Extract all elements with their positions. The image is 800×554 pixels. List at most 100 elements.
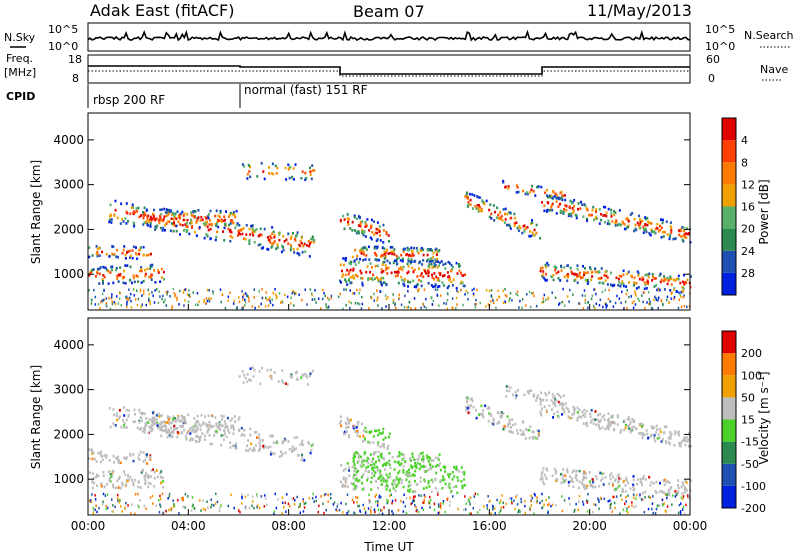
power-cell [227, 299, 229, 302]
power-cell [670, 231, 673, 234]
power-cell [614, 211, 617, 214]
velocity-cell [143, 475, 146, 478]
velocity-cell [380, 495, 382, 499]
velocity-cell [572, 469, 575, 472]
velocity-cell [437, 458, 440, 461]
power-cell [473, 287, 475, 291]
velocity-cell [589, 484, 592, 488]
velocity-cell [193, 417, 196, 420]
power-cell [385, 266, 388, 270]
power-cell [413, 246, 415, 250]
power-cell [272, 172, 275, 176]
velocity-cell [626, 417, 629, 421]
velocity-cell [560, 481, 563, 485]
velocity-cell [262, 446, 265, 450]
velocity-cell [437, 505, 440, 508]
velocity-cell [402, 469, 405, 472]
velocity-cell [570, 416, 573, 420]
velocity-cell [195, 429, 198, 433]
power-cell [278, 292, 281, 295]
velocity-cell [342, 477, 345, 481]
velocity-cell [156, 424, 159, 427]
velocity-cell [187, 413, 190, 417]
velocity-cell [119, 461, 122, 465]
power-cell [349, 227, 352, 230]
velocity-cell [342, 485, 345, 488]
power-cell [132, 245, 135, 249]
power-cell [99, 266, 102, 269]
velocity-cell [412, 495, 415, 499]
power-cell [248, 170, 251, 173]
power-cell [420, 284, 423, 288]
power-cell [532, 291, 534, 295]
velocity-cell [402, 510, 405, 513]
power-cell [507, 187, 510, 190]
velocity-cell [559, 396, 562, 399]
velocity-cell [422, 457, 425, 461]
velocity-cell [362, 463, 365, 467]
velocity-cell [418, 454, 421, 458]
velocity-cell [133, 512, 136, 516]
velocity-cell [123, 423, 126, 427]
power-cell [396, 257, 399, 261]
velocity-cell [372, 441, 375, 444]
power-cell [435, 247, 438, 251]
power-cell [615, 219, 618, 222]
velocity-cell [232, 425, 235, 429]
velocity-cell [128, 478, 130, 482]
power-cell [200, 215, 203, 219]
velocity-cell [298, 505, 300, 509]
velocity-cell [597, 497, 599, 500]
power-cell [595, 210, 597, 214]
power-cell [674, 279, 677, 282]
power-cell [170, 222, 173, 225]
velocity-cell [467, 411, 470, 415]
power-cell [149, 218, 152, 222]
power-cell [561, 194, 564, 198]
power-cell [209, 227, 212, 231]
power-cell [241, 232, 244, 236]
power-cell [427, 282, 430, 285]
power-colorbar-tick-3: 16 [741, 201, 755, 214]
power-cell [141, 294, 143, 297]
velocity-cell [250, 442, 253, 446]
velocity-cell [148, 481, 150, 485]
power-cell [330, 294, 333, 298]
velocity-cell [561, 402, 564, 405]
velocity-cell [651, 507, 653, 511]
power-cell [450, 264, 453, 267]
power-cell [650, 230, 653, 233]
velocity-cell [143, 431, 146, 434]
power-cell [165, 304, 167, 307]
velocity-cell [649, 484, 652, 487]
power-cell [446, 271, 449, 274]
velocity-cell [624, 426, 627, 430]
velocity-cell [498, 511, 501, 514]
velocity-cell [539, 403, 542, 406]
velocity-cell [191, 430, 194, 433]
power-cell [128, 297, 130, 300]
power-cell [406, 271, 409, 275]
power-cell [559, 191, 562, 195]
power-cell [350, 301, 352, 305]
velocity-cell [667, 437, 670, 440]
power-cell [146, 217, 149, 221]
power-cell [598, 222, 601, 225]
power-cell [501, 219, 504, 222]
power-cell [365, 254, 368, 257]
velocity-cell [575, 469, 578, 473]
velocity-cell [246, 380, 249, 384]
power-cell [639, 218, 641, 221]
velocity-cell [571, 480, 574, 484]
power-cell [258, 234, 260, 238]
velocity-cell [196, 434, 199, 438]
velocity-cell [241, 493, 243, 496]
power-cell [588, 213, 590, 217]
velocity-cell [427, 468, 430, 471]
power-cell [668, 276, 671, 279]
power-cell [619, 285, 622, 288]
power-cell [479, 301, 481, 305]
power-cell [149, 222, 152, 225]
velocity-cell [277, 498, 279, 501]
power-cell [276, 166, 279, 170]
